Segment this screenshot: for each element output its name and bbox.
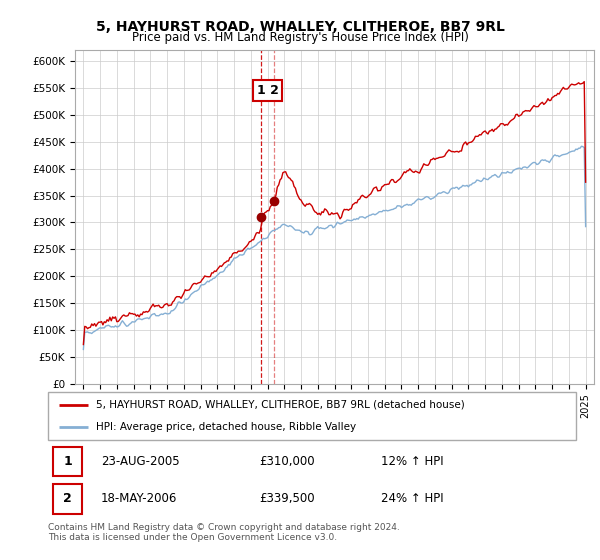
FancyBboxPatch shape bbox=[53, 484, 82, 514]
Text: 5, HAYHURST ROAD, WHALLEY, CLITHEROE, BB7 9RL: 5, HAYHURST ROAD, WHALLEY, CLITHEROE, BB… bbox=[95, 20, 505, 34]
Text: 1 2: 1 2 bbox=[257, 84, 278, 97]
Text: £339,500: £339,500 bbox=[259, 492, 315, 506]
Text: 12% ↑ HPI: 12% ↑ HPI bbox=[380, 455, 443, 468]
Text: 23-AUG-2005: 23-AUG-2005 bbox=[101, 455, 179, 468]
Text: 24% ↑ HPI: 24% ↑ HPI bbox=[380, 492, 443, 506]
Text: 18-MAY-2006: 18-MAY-2006 bbox=[101, 492, 177, 506]
FancyBboxPatch shape bbox=[48, 392, 576, 440]
Text: Contains HM Land Registry data © Crown copyright and database right 2024.
This d: Contains HM Land Registry data © Crown c… bbox=[48, 522, 400, 542]
FancyBboxPatch shape bbox=[53, 447, 82, 476]
Text: 2: 2 bbox=[64, 492, 72, 506]
Text: £310,000: £310,000 bbox=[259, 455, 315, 468]
Text: 1: 1 bbox=[64, 455, 72, 468]
Text: 5, HAYHURST ROAD, WHALLEY, CLITHEROE, BB7 9RL (detached house): 5, HAYHURST ROAD, WHALLEY, CLITHEROE, BB… bbox=[95, 400, 464, 410]
Text: HPI: Average price, detached house, Ribble Valley: HPI: Average price, detached house, Ribb… bbox=[95, 422, 356, 432]
Text: Price paid vs. HM Land Registry's House Price Index (HPI): Price paid vs. HM Land Registry's House … bbox=[131, 31, 469, 44]
